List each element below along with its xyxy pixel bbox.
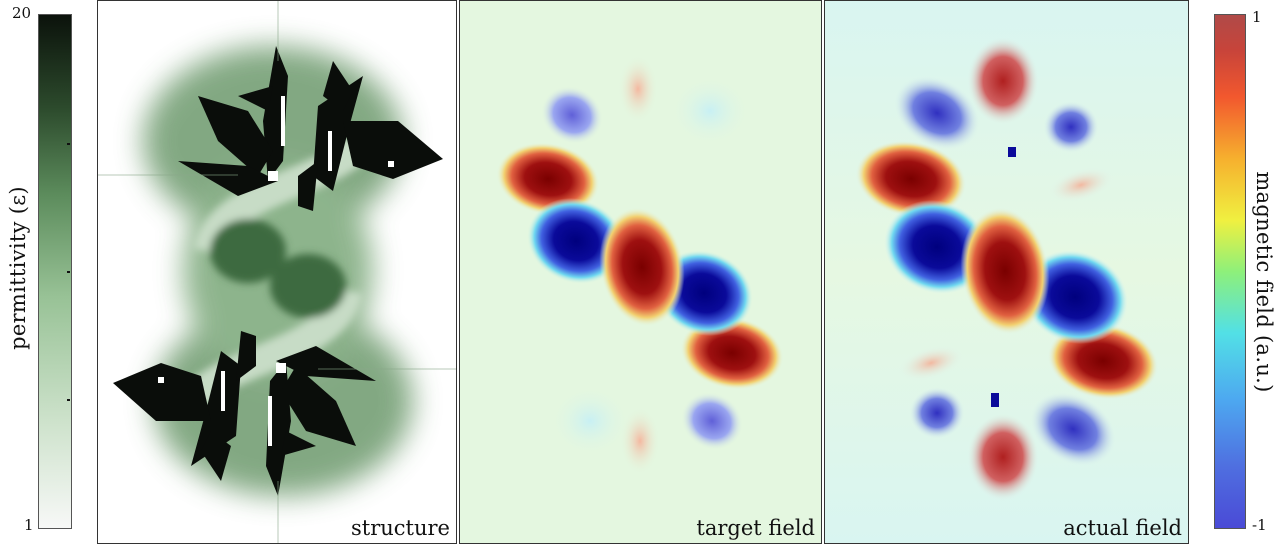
structure-panel: structure [97,0,457,544]
permittivity-max-label: 20 [12,4,32,22]
permittivity-min-label: 1 [24,516,34,534]
structure-material-top [178,46,443,211]
target-field-panel-label: target field [696,515,815,540]
structure-image [98,1,456,543]
magnetic-field-colorbar [1214,14,1246,529]
magnetic-field-min-label: -1 [1252,516,1267,534]
permittivity-tick [67,399,70,401]
permittivity-tick [67,143,70,145]
magnetic-field-axis-title: magnetic field (a.u.) [1252,171,1276,393]
permittivity-axis-title: permittivity (ε) [6,186,30,350]
actual-field-panel: actual field [824,0,1189,544]
target-field-image [460,1,821,543]
actual-field-panel-label: actual field [1063,515,1182,540]
magnetic-field-max-label: 1 [1252,8,1262,26]
actual-field-image [825,1,1188,543]
permittivity-colorbar [38,14,72,529]
structure-material-bottom [113,331,376,496]
permittivity-tick [67,271,70,273]
target-field-panel: target field [459,0,822,544]
structure-panel-label: structure [351,515,450,540]
